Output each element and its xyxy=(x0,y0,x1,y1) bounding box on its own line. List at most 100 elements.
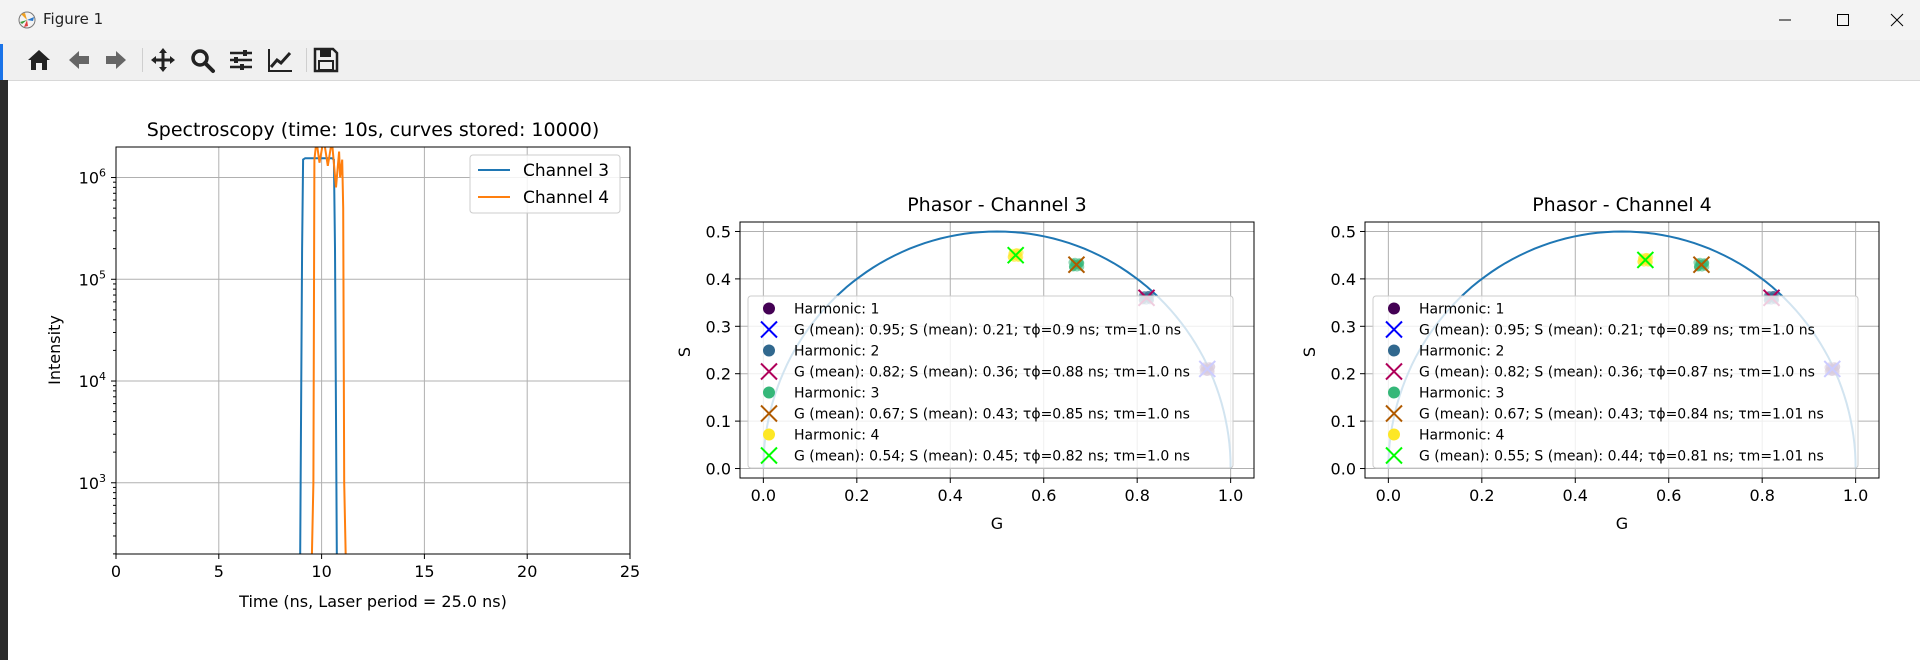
legend-dot-harmonic-4 xyxy=(763,428,775,441)
window-left-border xyxy=(0,80,8,660)
edit-axis-button[interactable] xyxy=(263,44,297,76)
x-axis-ticks: 0.0 0.2 0.4 0.6 0.8 1.0 xyxy=(751,478,1243,505)
legend-dot-harmonic-2 xyxy=(1388,344,1400,357)
x-axis-label: Time (ns, Laser period = 25.0 ns) xyxy=(238,592,507,611)
close-button[interactable] xyxy=(1874,0,1920,40)
x-tick-label: 5 xyxy=(214,562,224,581)
legend-label-mean: G (mean): 0.82; S (mean): 0.36; τϕ=0.88 … xyxy=(794,365,1190,381)
save-button[interactable] xyxy=(309,44,343,76)
legend-label-mean: G (mean): 0.95; S (mean): 0.21; τϕ=0.9 n… xyxy=(794,323,1181,339)
legend-dot-harmonic-4 xyxy=(1388,428,1400,441)
x-tick-label: 0.6 xyxy=(1656,486,1681,505)
x-tick-label: 0.8 xyxy=(1124,486,1149,505)
configure-subplots-button[interactable] xyxy=(224,44,258,76)
back-button[interactable] xyxy=(62,44,96,76)
edit-axis-icon xyxy=(268,49,292,72)
x-tick-label: 0.4 xyxy=(938,486,963,505)
zoom-button[interactable] xyxy=(185,44,219,76)
legend-x-harmonic-4 xyxy=(1385,446,1403,465)
toolbar-separator xyxy=(306,48,307,72)
phasor-chart-channel-3[interactable]: 0.0 0.2 0.4 0.6 0.8 1.0 0.0 0.1 0.2 0.3 0.4 0.5 Ph… xyxy=(675,194,1255,533)
window-focus-accent xyxy=(0,44,3,100)
legend-label-mean: G (mean): 0.54; S (mean): 0.45; τϕ=0.82 … xyxy=(794,449,1190,465)
window-title: Figure 1 xyxy=(43,10,104,28)
figure-canvas[interactable]: 0 5 10 15 20 25 106 105 104 103 Spectroscopy (ti… xyxy=(8,81,1920,660)
y-axis-label: S xyxy=(675,347,694,357)
phasor-chart-channel-4[interactable]: 0.0 0.2 0.4 0.6 0.8 1.0 0.0 0.1 0.2 0.3 0.4 0.5 Ph… xyxy=(1300,194,1880,533)
x-tick-label: 0.4 xyxy=(1563,486,1588,505)
maximize-icon xyxy=(1837,14,1849,26)
y-tick-label: 0.3 xyxy=(1331,317,1356,336)
x-tick-label: 10 xyxy=(311,562,331,581)
legend-label-harmonic: Harmonic: 3 xyxy=(1419,386,1504,402)
home-button[interactable] xyxy=(22,44,56,76)
matplotlib-icon[interactable] xyxy=(17,10,37,30)
legend-x-harmonic-2 xyxy=(760,362,778,381)
spectroscopy-chart[interactable]: 0 5 10 15 20 25 106 105 104 103 Spectroscopy (ti… xyxy=(45,119,640,611)
legend-label-channel-4: Channel 4 xyxy=(523,188,609,208)
forward-button[interactable] xyxy=(99,44,133,76)
legend-dot-harmonic-2 xyxy=(763,344,775,357)
legend-label-harmonic: Harmonic: 1 xyxy=(1419,302,1504,318)
legend-label-mean: G (mean): 0.95; S (mean): 0.21; τϕ=0.89 … xyxy=(1419,323,1815,339)
plot-area xyxy=(116,147,630,554)
y-tick-label: 0.0 xyxy=(1331,460,1356,479)
forward-arrow-icon xyxy=(106,51,126,69)
x-axis-ticks: 0.0 0.2 0.4 0.6 0.8 1.0 xyxy=(1376,478,1868,505)
configure-subplots-icon xyxy=(230,50,252,70)
pan-move-icon xyxy=(151,48,175,72)
x-tick-label: 1.0 xyxy=(1218,486,1243,505)
mean-marker-harmonic-3 xyxy=(1692,255,1711,274)
zoom-magnifier-icon xyxy=(191,49,215,73)
chart-title: Spectroscopy (time: 10s, curves stored: … xyxy=(147,119,600,141)
legend-label-mean: G (mean): 0.67; S (mean): 0.43; τϕ=0.84 … xyxy=(1419,407,1824,423)
chart-title: Phasor - Channel 3 xyxy=(907,194,1087,216)
legend-label-harmonic: Harmonic: 3 xyxy=(794,386,879,402)
legend-dot-harmonic-1 xyxy=(763,302,775,315)
legend-box xyxy=(1372,295,1859,469)
y-axis-label: Intensity xyxy=(45,315,64,385)
x-axis-label: G xyxy=(1616,514,1628,533)
y-tick-label: 103 xyxy=(79,472,106,493)
legend: Harmonic: 1 G (mean): 0.95; S (mean): 0.2… xyxy=(747,295,1234,469)
mean-marker-harmonic-3 xyxy=(1067,255,1086,274)
y-tick-label: 0.3 xyxy=(706,317,731,336)
legend-dot-harmonic-3 xyxy=(763,386,775,399)
legend-x-harmonic-4 xyxy=(760,446,778,465)
y-tick-label: 106 xyxy=(79,167,106,188)
back-arrow-icon xyxy=(69,51,89,69)
pan-button[interactable] xyxy=(146,44,180,76)
y-tick-label: 0.5 xyxy=(706,222,731,241)
legend-label-harmonic: Harmonic: 2 xyxy=(1419,344,1504,360)
window-titlebar: Figure 1 xyxy=(0,0,1920,40)
x-tick-label: 0.8 xyxy=(1749,486,1774,505)
y-tick-label: 0.2 xyxy=(1331,365,1356,384)
x-tick-label: 1.0 xyxy=(1843,486,1868,505)
legend-x-harmonic-1 xyxy=(1385,320,1403,339)
legend-label-harmonic: Harmonic: 4 xyxy=(794,428,879,444)
y-tick-label: 0.0 xyxy=(706,460,731,479)
save-floppy-icon xyxy=(313,47,339,73)
y-axis-ticks: 106 105 104 103 xyxy=(79,167,116,555)
legend-x-harmonic-2 xyxy=(1385,362,1403,381)
y-tick-label: 0.1 xyxy=(1331,412,1356,431)
maximize-button[interactable] xyxy=(1820,0,1866,40)
x-tick-label: 0.2 xyxy=(844,486,869,505)
x-tick-label: 15 xyxy=(414,562,434,581)
minimize-button[interactable] xyxy=(1762,0,1808,40)
y-tick-label: 0.5 xyxy=(1331,222,1356,241)
toolbar-separator xyxy=(142,48,143,72)
y-axis-label: S xyxy=(1300,347,1319,357)
y-axis-ticks: 0.0 0.1 0.2 0.3 0.4 0.5 xyxy=(1331,222,1365,479)
y-tick-label: 104 xyxy=(79,370,106,391)
legend-dot-harmonic-1 xyxy=(1388,302,1400,315)
home-icon xyxy=(28,50,50,70)
chart-title: Phasor - Channel 4 xyxy=(1532,194,1712,216)
legend-dot-harmonic-3 xyxy=(1388,386,1400,399)
y-axis-ticks: 0.0 0.1 0.2 0.3 0.4 0.5 xyxy=(706,222,740,479)
x-tick-label: 0 xyxy=(111,562,121,581)
y-tick-label: 0.2 xyxy=(706,365,731,384)
legend-label-mean: G (mean): 0.67; S (mean): 0.43; τϕ=0.85 … xyxy=(794,407,1190,423)
x-tick-label: 0.6 xyxy=(1031,486,1056,505)
series-line-channel-4 xyxy=(310,147,347,554)
